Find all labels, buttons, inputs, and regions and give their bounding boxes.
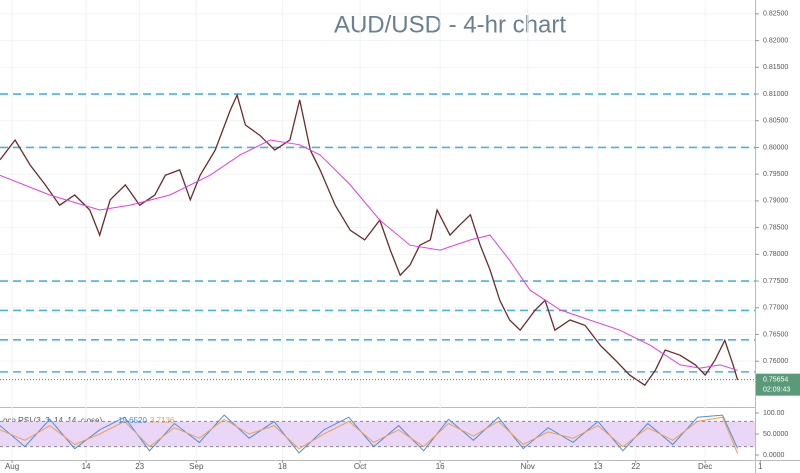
- y-tick-label: 0.78500: [763, 224, 788, 231]
- y-tick-label: 0.76500: [763, 331, 788, 338]
- y-tick-label: 0.77500: [763, 278, 788, 285]
- indicator-value: 15.6520: [118, 416, 147, 425]
- x-tick-label: 18: [278, 462, 287, 471]
- x-tick-label: 22: [631, 462, 640, 471]
- y-tick-label: 0.80000: [763, 144, 788, 151]
- indicator-value: 3.7136: [150, 416, 175, 425]
- x-tick-label: Dec: [698, 462, 712, 471]
- y-tick-label: 50.0000: [763, 431, 788, 438]
- y-tick-label: 0.77000: [763, 305, 788, 312]
- chart-title: AUD/USD - 4-hr chart: [334, 11, 566, 38]
- series-line: [0, 416, 739, 454]
- countdown: 02:09:43: [763, 387, 790, 394]
- y-tick-label: 0.82500: [763, 11, 788, 18]
- series-line: [0, 414, 739, 454]
- y-tick-label: 100.00: [763, 410, 785, 417]
- y-tick-label: 0.81000: [763, 91, 788, 98]
- x-tick-label: 14: [82, 462, 91, 471]
- x-tick-label: 16: [436, 462, 445, 471]
- x-tick-label: 13: [594, 462, 603, 471]
- series-line: [0, 139, 738, 371]
- x-tick-label: Sep: [189, 462, 204, 471]
- y-tick-label: 0.78000: [763, 251, 788, 258]
- indicator-title: och RSI (3, 3, 14, 14, close): [3, 416, 102, 425]
- y-tick-label: 0.79500: [763, 171, 788, 178]
- y-tick-label: 0.81500: [763, 64, 788, 71]
- x-tick-label: Nov: [521, 462, 535, 471]
- y-tick-label: 0.76000: [763, 358, 788, 365]
- series-line: [0, 93, 739, 387]
- x-tick-label: 1: [758, 462, 763, 471]
- y-tick-label: 0.79000: [763, 198, 788, 205]
- last-price-tag: [756, 373, 800, 396]
- x-tick-label: Aug: [5, 462, 19, 471]
- y-tick-label: 0.82000: [763, 37, 788, 44]
- y-tick-label: 0.80500: [763, 118, 788, 125]
- last-price-label: 0.75654: [763, 377, 788, 384]
- y-tick-label: 0.0000: [763, 452, 785, 459]
- x-tick-label: 23: [135, 462, 144, 471]
- x-tick-label: Oct: [354, 462, 367, 471]
